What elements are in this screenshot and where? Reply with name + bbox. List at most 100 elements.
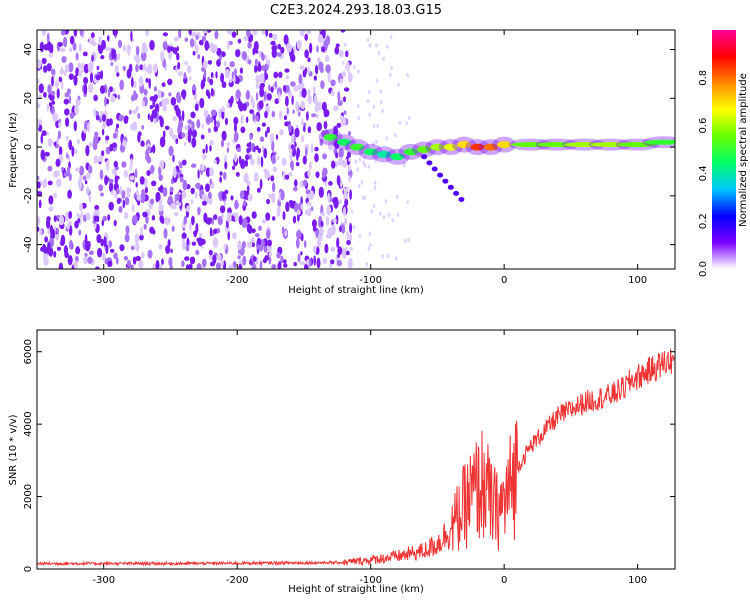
noise-speck bbox=[209, 45, 213, 52]
noise-speck bbox=[57, 130, 62, 140]
noise-speck bbox=[271, 48, 277, 59]
noise-speck bbox=[153, 86, 158, 92]
noise-speck bbox=[307, 89, 311, 96]
noise-speck bbox=[56, 178, 62, 187]
noise-speck bbox=[122, 44, 126, 52]
noise-speck bbox=[361, 195, 365, 200]
noise-speck bbox=[289, 200, 295, 209]
noise-speck bbox=[146, 156, 152, 164]
noise-speck bbox=[250, 160, 254, 166]
noise-speck bbox=[140, 226, 143, 236]
noise-speck bbox=[124, 233, 130, 243]
noise-speck bbox=[181, 89, 187, 99]
noise-speck bbox=[92, 139, 98, 151]
x-tick-label: 0 bbox=[501, 275, 507, 286]
noise-speck bbox=[271, 110, 276, 118]
noise-speck bbox=[210, 72, 214, 79]
noise-speck bbox=[202, 60, 208, 69]
noise-speck bbox=[285, 84, 290, 93]
noise-speck bbox=[126, 44, 131, 54]
noise-speck bbox=[118, 205, 123, 213]
noise-speck bbox=[85, 186, 90, 194]
noise-speck bbox=[330, 79, 336, 87]
noise-speck bbox=[159, 136, 166, 148]
noise-speck bbox=[84, 180, 88, 185]
noise-speck bbox=[402, 161, 406, 166]
noise-speck bbox=[287, 123, 292, 133]
noise-speck bbox=[230, 195, 234, 201]
noise-speck bbox=[337, 199, 343, 204]
noise-speck bbox=[209, 227, 213, 237]
noise-speck bbox=[260, 156, 264, 168]
noise-speck bbox=[135, 255, 141, 262]
noise-speck bbox=[278, 91, 281, 103]
noise-speck bbox=[215, 71, 218, 79]
noise-speck bbox=[101, 252, 106, 261]
noise-speck bbox=[245, 154, 250, 161]
noise-speck bbox=[385, 136, 389, 141]
noise-speck bbox=[308, 161, 313, 170]
noise-speck bbox=[47, 84, 52, 95]
noise-speck bbox=[201, 35, 207, 42]
noise-speck bbox=[347, 257, 353, 269]
noise-speck bbox=[349, 222, 353, 234]
noise-speck bbox=[265, 73, 269, 80]
noise-speck bbox=[58, 146, 63, 156]
signal-point bbox=[497, 141, 512, 149]
noise-speck bbox=[332, 218, 337, 224]
noise-speck bbox=[295, 100, 299, 112]
noise-speck bbox=[339, 78, 344, 84]
noise-speck bbox=[343, 87, 350, 92]
noise-speck bbox=[215, 262, 221, 269]
noise-speck bbox=[48, 102, 52, 107]
noise-speck bbox=[55, 233, 60, 241]
noise-speck bbox=[39, 229, 42, 236]
noise-speck bbox=[187, 133, 192, 143]
noise-speck bbox=[117, 39, 123, 49]
noise-speck bbox=[111, 48, 117, 60]
snr-plot-area bbox=[37, 348, 675, 567]
noise-speck bbox=[83, 76, 89, 85]
noise-speck bbox=[182, 179, 188, 191]
noise-speck bbox=[237, 255, 241, 260]
spectrogram-plot-area bbox=[37, 30, 675, 269]
noise-speck bbox=[261, 219, 267, 224]
noise-speck bbox=[227, 207, 232, 215]
noise-speck bbox=[381, 108, 384, 114]
noise-speck bbox=[200, 134, 205, 140]
noise-speck bbox=[46, 103, 49, 112]
noise-speck bbox=[51, 228, 55, 237]
noise-speck bbox=[308, 42, 313, 54]
noise-speck bbox=[283, 263, 288, 268]
noise-speck bbox=[274, 98, 280, 105]
noise-speck bbox=[109, 118, 113, 126]
noise-speck bbox=[90, 37, 95, 43]
noise-speck bbox=[336, 259, 342, 267]
noise-speck bbox=[232, 261, 237, 268]
noise-speck bbox=[268, 32, 273, 38]
noise-speck bbox=[307, 94, 312, 105]
noise-speck bbox=[255, 115, 259, 122]
y-tick-label: 0 bbox=[23, 566, 34, 572]
noise-speck bbox=[277, 43, 282, 50]
noise-speck bbox=[126, 259, 131, 268]
noise-speck bbox=[379, 99, 383, 105]
noise-speck bbox=[236, 77, 240, 85]
noise-speck bbox=[262, 258, 267, 264]
noise-speck bbox=[297, 83, 303, 91]
noise-speck bbox=[187, 119, 192, 124]
noise-speck bbox=[264, 63, 269, 71]
noise-speck bbox=[327, 140, 334, 151]
y-tick-label: -20 bbox=[23, 188, 34, 204]
noise-speck bbox=[256, 237, 262, 246]
noise-speck bbox=[139, 176, 145, 185]
noise-speck bbox=[249, 109, 255, 114]
noise-speck bbox=[132, 256, 137, 265]
noise-speck bbox=[286, 107, 289, 116]
noise-speck bbox=[79, 203, 83, 212]
noise-speck bbox=[234, 153, 238, 163]
signal-point bbox=[457, 141, 472, 149]
noise-speck bbox=[130, 245, 135, 251]
noise-speck bbox=[326, 205, 332, 216]
noise-speck bbox=[167, 239, 171, 248]
